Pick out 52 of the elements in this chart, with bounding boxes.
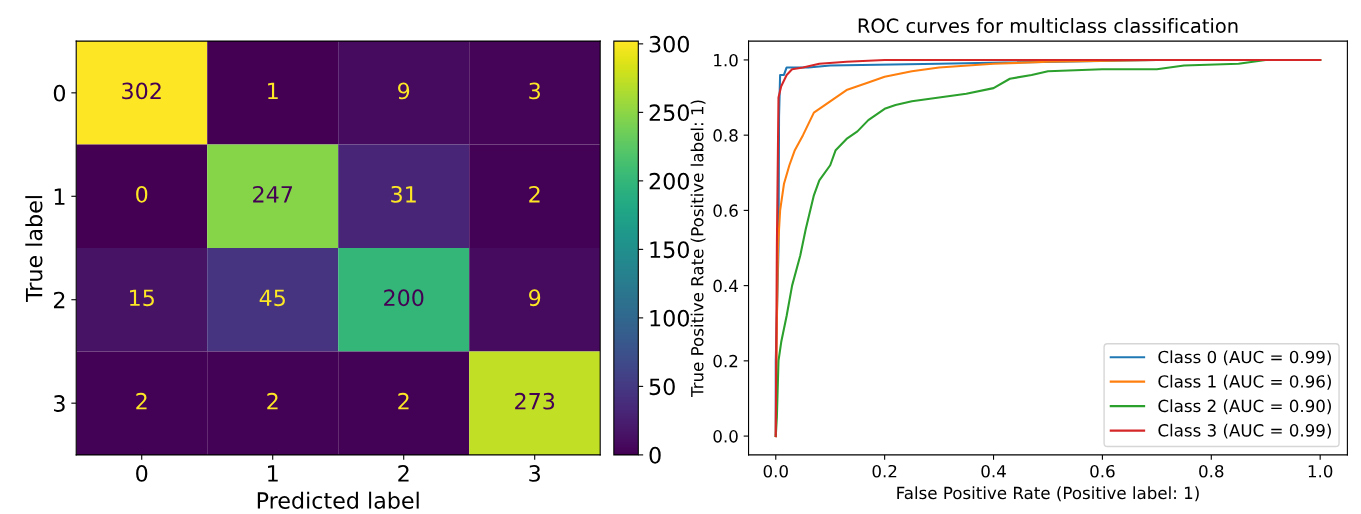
data-label: 2 (136, 392, 147, 410)
y-axis-title: True label (25, 196, 43, 303)
x-tick-label: 1.0 (1308, 464, 1333, 478)
color-bar-label: 150 (650, 241, 689, 259)
legend-label: Class 0 (AUC = 0.99) (1158, 350, 1331, 366)
y-tick-label: 1 (54, 188, 65, 205)
y-tick-label: 0.6 (713, 204, 738, 217)
x-axis-title: Predicted label (257, 491, 419, 509)
x-tick-label: 3 (529, 465, 540, 482)
legend-label: Class 2 (AUC = 0.90) (1158, 399, 1331, 415)
y-tick-label: 1.0 (714, 53, 738, 67)
x-tick-label: 0.2 (872, 464, 897, 478)
x-tick-label: 1 (268, 465, 278, 482)
y-tick-label: 3 (54, 395, 65, 412)
color-bar-label: 100 (650, 309, 689, 327)
data-label: 0 (136, 185, 148, 203)
data-label: 200 (384, 289, 424, 307)
y-tick-label: 2 (53, 291, 65, 309)
y-tick-label: 0.4 (713, 279, 738, 293)
data-label: 31 (391, 185, 416, 203)
x-tick-label: 0.8 (1199, 464, 1224, 478)
data-label: 2 (398, 392, 409, 410)
x-tick-label: 0.0 (763, 464, 788, 478)
data-label: 302 (122, 82, 161, 100)
color-bar-label: 300 (649, 35, 689, 53)
data-label: 3 (529, 82, 540, 100)
data-label: 45 (259, 289, 285, 307)
data-label: 9 (398, 82, 410, 100)
x-axis-title: False Positive Rate (Positive label: 1) (897, 486, 1199, 502)
x-tick-label: 2 (398, 465, 409, 482)
y-tick-label: 0.8 (713, 129, 738, 142)
color-bar-label: 200 (649, 172, 689, 190)
color-bar-label: 0 (649, 446, 661, 464)
y-tick-label: 0.0 (713, 430, 738, 443)
color-bar-label: 250 (649, 104, 689, 122)
data-label: 2 (267, 392, 278, 410)
data-label: 247 (253, 185, 293, 203)
data-label: 2 (529, 185, 540, 203)
data-label: 15 (130, 289, 154, 307)
y-axis-title: True Positive Rate (Positive label: 1) (690, 100, 706, 398)
x-tick-label: 0 (136, 465, 148, 482)
x-tick-label: 0.4 (981, 464, 1006, 478)
color-bar-label: 50 (649, 378, 675, 396)
data-label: 1 (268, 82, 278, 99)
y-tick-label: 0.2 (713, 354, 738, 368)
data-label: 273 (515, 392, 555, 410)
legend-label: Class 1 (AUC = 0.96) (1158, 374, 1331, 390)
legend-label: Class 3 (AUC = 0.99) (1158, 423, 1331, 439)
data-label: 9 (529, 289, 541, 307)
chart-title: ROC curves for multiclass classification (858, 18, 1238, 34)
x-tick-label: 0.6 (1090, 464, 1115, 478)
y-tick-label: 0 (53, 84, 66, 102)
